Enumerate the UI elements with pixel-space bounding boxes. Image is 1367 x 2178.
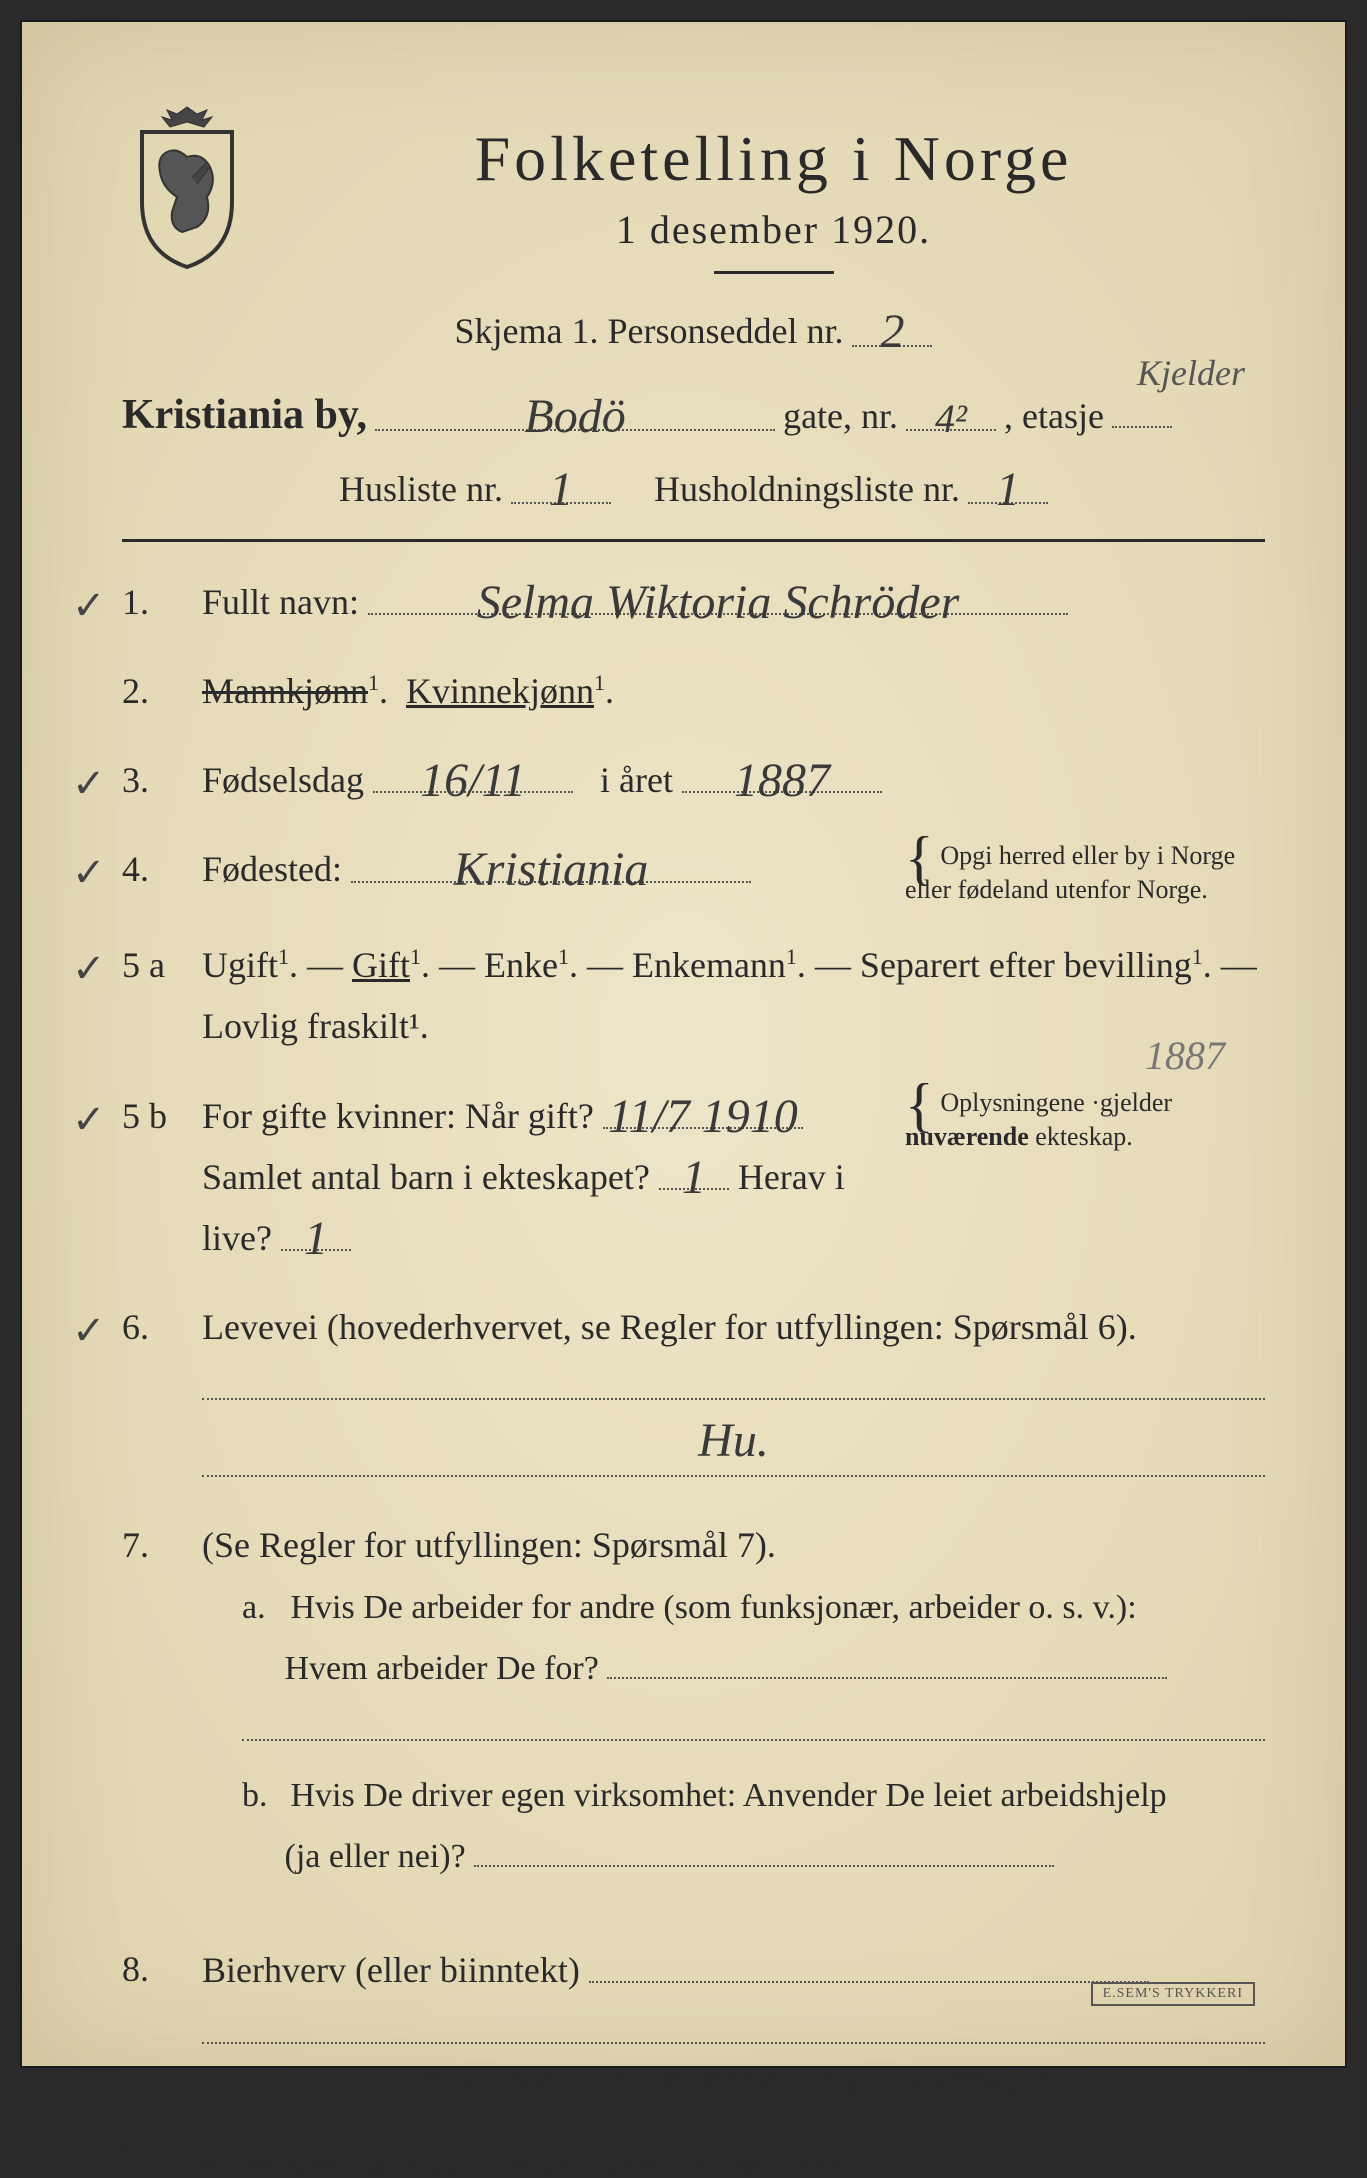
q7b-text1: Hvis De driver egen virksomhet: Anvender… (291, 1777, 1167, 1814)
question-7a: a. Hvis De arbeider for andre (som funks… (242, 1577, 1265, 1741)
q3-num: 3. (122, 750, 182, 811)
checkmark-icon: ✓ (72, 1297, 106, 1365)
children-total: 1 (682, 1151, 706, 1204)
street-value: Bodö (524, 390, 625, 443)
q5b-note: Oplysningene ·gjelder nuværende ekteskap… (905, 1088, 1172, 1151)
occupation: Hu. (698, 1414, 769, 1467)
q6-num: 6. (122, 1297, 182, 1487)
marital-options: Ugift1. — Gift1. — Enke1. — Enkemann1. —… (202, 945, 1257, 985)
dotted-line (202, 2042, 1265, 2044)
question-7b: b. Hvis De driver egen virksomhet: Anven… (242, 1765, 1265, 1887)
question-6: ✓ 6. Levevei (hovederhvervet, se Regler … (122, 1297, 1265, 1487)
husliste-nr: 1 (549, 463, 573, 516)
kvinnekjonn: Kvinnekjønn (406, 671, 594, 711)
margin-annotation: Kjelder (1137, 352, 1245, 394)
q7a-text1: Hvis De arbeider for andre (som funksjon… (291, 1589, 1137, 1626)
full-name: Selma Wiktoria Schröder (477, 576, 960, 629)
year-annotation: 1887 (1145, 1036, 1225, 1076)
footnote: 1 Her kan svares ved tydelig understrekn… (122, 2145, 1265, 2178)
footnote-rule (122, 2135, 372, 2137)
census-form-page: Kjelder Folketelling i Norge 1 desember … (20, 20, 1347, 2068)
husliste-row: Husliste nr. 1 Husholdningsliste nr. 1 (122, 461, 1265, 519)
mannkjonn: Mannkjønn (202, 671, 368, 711)
coat-of-arms-icon (122, 102, 252, 272)
q5a-num: 5 a (122, 935, 182, 1057)
q7b-text2: (ja eller nei)? (285, 1838, 466, 1875)
footnote-text: Her kan svares ved tydelig understreknin… (149, 2148, 864, 2177)
married-date: 11/7 1910 (608, 1090, 798, 1143)
skjema-label: Skjema 1. Personseddel nr. (455, 311, 844, 351)
question-5a: ✓ 5 a Ugift1. — Gift1. — Enke1. — Enkema… (122, 935, 1265, 1057)
birth-year: 1887 (734, 754, 830, 807)
q8-label: Bierhverv (eller biinntekt) (202, 1951, 580, 1991)
question-5b: ✓ 5 b For gifte kvinner: Når gift? 11/7 … (122, 1086, 1265, 1270)
bottom-note: Har man ingen biinntekt av nogen betydni… (202, 2054, 1265, 2105)
husholdning-nr: 1 (996, 463, 1020, 516)
q6-label: Levevei (hovederhvervet, se Regler for u… (202, 1307, 1137, 1347)
q7-label: (Se Regler for utfyllingen: Spørsmål 7). (202, 1525, 776, 1565)
children-alive: 1 (304, 1212, 328, 1265)
q3-label2: i året (600, 760, 673, 800)
q2-num: 2. (122, 661, 182, 722)
etasje-label: , etasje (1004, 388, 1104, 446)
q1-num: 1. (122, 572, 182, 633)
birth-day: 16/11 (420, 754, 526, 807)
birthplace: Kristiania (454, 843, 649, 896)
header: Folketelling i Norge 1 desember 1920. (122, 92, 1265, 284)
checkmark-icon: ✓ (72, 572, 106, 640)
printer-stamp: E.SEM'S TRYKKERI (1091, 1982, 1255, 2006)
husholdning-label: Husholdningsliste nr. (654, 461, 960, 519)
dotted-line (202, 1398, 1265, 1400)
address-row: Kristiania by, Bodö gate, nr. 4² , etasj… (122, 382, 1265, 449)
q5b-label1: For gifte kvinner: Når gift? (202, 1096, 594, 1136)
q7b-label: b. (242, 1765, 282, 1826)
q3-label1: Fødselsdag (202, 760, 364, 800)
skjema-row: Skjema 1. Personseddel nr. 2 (122, 304, 1265, 352)
q4-label: Fødested: (202, 849, 342, 889)
q1-label: Fullt navn: (202, 582, 359, 622)
question-3: ✓ 3. Fødselsdag 16/11 i året 1887 (122, 750, 1265, 811)
q4-num: 4. (122, 839, 182, 907)
q7b-blank (474, 1826, 1054, 1867)
checkmark-icon: ✓ (72, 1086, 106, 1154)
q5b-label2: Samlet antal barn i ekteskapet? (202, 1157, 650, 1197)
question-2: 2. Mannkjønn1. Kvinnekjønn1. (122, 661, 1265, 722)
q5b-num: 5 b (122, 1086, 182, 1270)
q8-num: 8. (122, 1939, 182, 2104)
q7a-blank (607, 1638, 1167, 1679)
q4-note: Opgi herred eller by i Norge eller fødel… (905, 841, 1235, 904)
title-divider (714, 271, 834, 274)
checkmark-icon: ✓ (72, 935, 106, 1003)
dotted-line (202, 1475, 1265, 1477)
main-title: Folketelling i Norge (282, 122, 1265, 196)
checkmark-icon: ✓ (72, 750, 106, 818)
husliste-label: Husliste nr. (339, 461, 503, 519)
subtitle: 1 desember 1920. (282, 206, 1265, 253)
gate-nr: 4² (935, 396, 967, 441)
q7a-text2: Hvem arbeider De for? (285, 1650, 599, 1687)
dotted-line (242, 1739, 1265, 1741)
question-1: ✓ 1. Fullt navn: Selma Wiktoria Schröder (122, 572, 1265, 633)
question-8: 8. Bierhverv (eller biinntekt) Har man i… (122, 1939, 1265, 2104)
question-7: 7. (Se Regler for utfyllingen: Spørsmål … (122, 1515, 1265, 1911)
marital-options-2: Lovlig fraskilt¹. (202, 1006, 429, 1046)
title-block: Folketelling i Norge 1 desember 1920. (282, 92, 1265, 284)
q8-blank (589, 1939, 1149, 1982)
city-label: Kristiania by, (122, 382, 367, 449)
q7-num: 7. (122, 1515, 182, 1911)
section-divider (122, 539, 1265, 542)
question-4: ✓ 4. Fødested: Kristiania { Opgi herred … (122, 839, 1265, 907)
checkmark-icon: ✓ (72, 839, 106, 907)
personseddel-nr: 2 (880, 305, 904, 358)
footnote-num: 1 (122, 2145, 132, 2167)
gate-label: gate, nr. (783, 388, 898, 446)
q7a-label: a. (242, 1577, 282, 1638)
